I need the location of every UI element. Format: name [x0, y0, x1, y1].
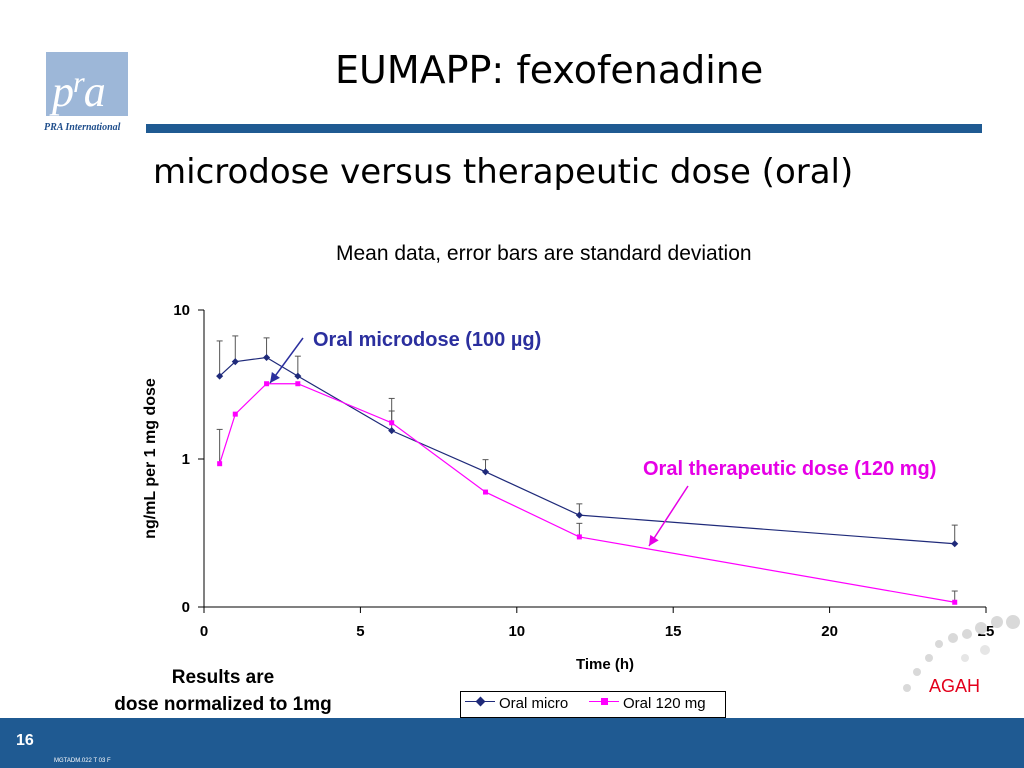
- pra-logo-caption: PRA International: [44, 122, 121, 133]
- arrow-microdose-head: [270, 371, 280, 383]
- legend-label-micro: Oral micro: [499, 695, 569, 712]
- point-1-4: [389, 420, 395, 426]
- pra-logo: pra PRA International: [38, 52, 142, 134]
- point-1-1: [232, 411, 238, 417]
- footer-bar: 16 MGTADM.022 T 03 F: [0, 718, 1024, 768]
- agah-logo: AGAH: [895, 610, 1020, 710]
- pra-logo-mark: pra: [52, 66, 106, 116]
- annotation-therapeutic: Oral therapeutic dose (120 mg): [643, 458, 937, 480]
- series-line-1: [219, 383, 955, 603]
- legend-label-120mg: Oral 120 mg: [623, 695, 706, 712]
- chart-caption: Mean data, error bars are standard devia…: [336, 242, 752, 265]
- note-line-1: Results are: [171, 667, 275, 688]
- normalization-note: Results are dose normalized to 1mg: [88, 664, 358, 718]
- series-line-0: [219, 356, 955, 545]
- point-0-3: [294, 372, 302, 380]
- point-0-7: [951, 540, 959, 548]
- y-tick-label-10: 10: [173, 302, 190, 319]
- x-tick-label-20: 20: [821, 623, 838, 640]
- y-axis-label: ng/mL per 1 mg dose: [142, 378, 159, 539]
- arrow-therapeutic-head: [649, 534, 659, 546]
- point-1-7: [952, 599, 958, 605]
- point-0-6: [575, 511, 583, 519]
- point-1-0: [217, 461, 223, 467]
- point-0-1: [231, 358, 239, 366]
- x-tick-label-15: 15: [665, 623, 682, 640]
- pra-logo-box: [46, 52, 128, 116]
- slide-subtitle: microdose versus therapeutic dose (oral): [153, 152, 854, 192]
- note-line-2: dose normalized to 1mg: [114, 694, 332, 715]
- slide-title: EUMAPP: fexofenadine: [335, 48, 764, 92]
- document-code: MGTADM.022 T 03 F: [54, 758, 111, 764]
- page-number: 16: [16, 732, 34, 749]
- y-tick-label-0: 0: [182, 599, 190, 616]
- agah-dots: [903, 615, 1020, 692]
- arrow-therapeutic-shaft: [648, 485, 689, 547]
- agah-logo-text: AGAH: [929, 676, 981, 696]
- point-1-3: [295, 381, 301, 387]
- annotation-microdose: Oral microdose (100 µg): [313, 329, 542, 351]
- x-tick-label-5: 5: [356, 623, 364, 640]
- chart-legend: Oral micro Oral 120 mg: [460, 691, 726, 718]
- point-1-5: [483, 489, 489, 495]
- point-0-5: [481, 468, 490, 476]
- point-0-0: [216, 372, 224, 380]
- x-tick-label-0: 0: [200, 623, 208, 640]
- point-0-2: [263, 353, 271, 362]
- x-axis-label: Time (h): [576, 656, 634, 673]
- title-rule: [146, 124, 982, 133]
- point-1-2: [264, 381, 270, 387]
- legend-marker-micro: [475, 696, 486, 707]
- legend-marker-120mg: [601, 698, 608, 705]
- x-tick-label-10: 10: [508, 623, 525, 640]
- point-0-4: [388, 427, 396, 435]
- point-1-6: [576, 534, 582, 540]
- y-tick-label-1: 1: [182, 451, 190, 468]
